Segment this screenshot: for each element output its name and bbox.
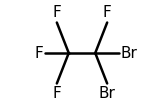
Text: F: F [103, 5, 112, 20]
Text: Br: Br [120, 45, 137, 61]
Text: F: F [52, 86, 61, 101]
Text: F: F [35, 45, 44, 61]
Text: Br: Br [99, 86, 116, 101]
Text: F: F [52, 5, 61, 20]
